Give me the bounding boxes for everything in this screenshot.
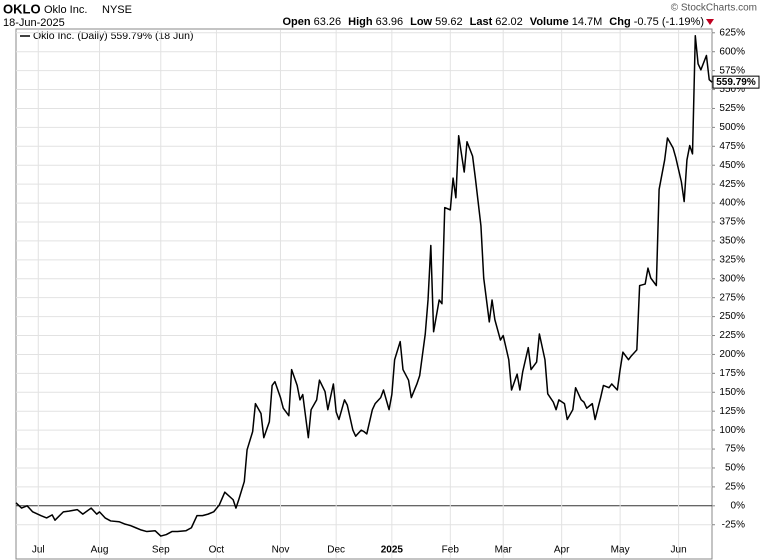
quote-value: -0.75 (-1.19%)	[634, 16, 704, 28]
y-tick-label: 125%	[719, 406, 745, 417]
quote-label: Low	[410, 16, 432, 28]
date: 18-Jun-2025	[3, 17, 65, 29]
quote-value: 62.02	[495, 16, 523, 28]
quote-value: 63.26	[314, 16, 342, 28]
x-tick-label: Jun	[671, 545, 687, 556]
y-tick-label: 450%	[719, 160, 745, 171]
last-value-box	[712, 75, 760, 89]
legend-label: Oklo Inc. (Daily) 559.79% (18 Jun)	[33, 30, 193, 42]
x-tick-label: Apr	[554, 545, 570, 556]
y-tick-label: 575%	[719, 65, 745, 76]
y-tick-label: 250%	[719, 311, 745, 322]
x-tick-label: Nov	[272, 545, 290, 556]
y-tick-label: 475%	[719, 141, 745, 152]
y-tick-label: 300%	[719, 273, 745, 284]
y-tick-label: 225%	[719, 330, 745, 341]
plot-frame	[15, 28, 713, 560]
symbol: OKLO	[3, 1, 41, 16]
price-line	[15, 35, 713, 537]
y-tick-label: 275%	[719, 292, 745, 303]
y-tick-label: 175%	[719, 368, 745, 379]
quote-label: Open	[282, 16, 310, 28]
y-tick-label: 25%	[725, 482, 745, 493]
y-tick-label: 425%	[719, 179, 745, 190]
y-tick-label: 350%	[719, 236, 745, 247]
y-tick-label: 100%	[719, 425, 745, 436]
down-arrow	[706, 19, 714, 25]
credit: © StockCharts.com	[671, 3, 757, 14]
x-tick-label: 2025	[381, 545, 404, 556]
quote-label: Chg	[609, 16, 630, 28]
x-tick-label: Jul	[32, 545, 45, 556]
quote-label: High	[348, 16, 373, 28]
quote-value: 63.96	[376, 16, 404, 28]
y-tick-label: 200%	[719, 349, 745, 360]
quote-label: Volume	[530, 16, 569, 28]
y-tick-label: 150%	[719, 387, 745, 398]
y-tick-label: 625%	[719, 27, 745, 38]
quote-line: Open 63.26 High 63.96 Low 59.62 Last 62.02 Volum…	[282, 16, 704, 28]
y-tick-label: 525%	[719, 103, 745, 114]
x-tick-label: Aug	[91, 545, 109, 556]
x-tick-label: Sep	[152, 545, 170, 556]
y-tick-label: 375%	[719, 217, 745, 228]
x-tick-label: Feb	[442, 545, 460, 556]
y-tick-label: 400%	[719, 198, 745, 209]
y-tick-label: -25%	[722, 519, 745, 530]
x-tick-label: Dec	[327, 545, 345, 556]
y-tick-label: 75%	[725, 444, 745, 455]
y-tick-label: 50%	[725, 463, 745, 474]
y-tick-label: 600%	[719, 46, 745, 57]
company-name: Oklo Inc.	[44, 4, 87, 16]
y-tick-label: 500%	[719, 122, 745, 133]
y-tick-label: 550%	[719, 84, 745, 95]
x-tick-label: Oct	[209, 545, 225, 556]
x-tick-label: May	[611, 545, 630, 556]
x-tick-label: Mar	[495, 545, 513, 556]
quote-label: Last	[470, 16, 493, 28]
quote-value: 59.62	[435, 16, 463, 28]
y-tick-label: 325%	[719, 254, 745, 265]
exchange: NYSE	[102, 4, 132, 16]
last-value-label: 559.79%	[716, 77, 756, 88]
quote-value: 14.7M	[572, 16, 603, 28]
y-tick-label: 0%	[731, 500, 746, 511]
